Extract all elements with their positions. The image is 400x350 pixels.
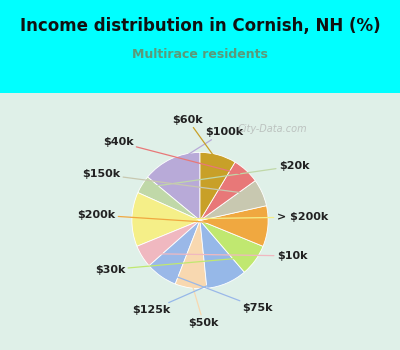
Text: $150k: $150k	[82, 169, 254, 195]
Text: $125k: $125k	[132, 279, 222, 315]
Text: Multirace residents: Multirace residents	[132, 48, 268, 61]
Wedge shape	[200, 206, 268, 246]
Text: $10k: $10k	[150, 251, 307, 261]
Text: City-Data.com: City-Data.com	[237, 125, 307, 134]
Text: $200k: $200k	[78, 210, 260, 226]
Wedge shape	[132, 193, 200, 246]
Text: $100k: $100k	[176, 127, 243, 162]
Wedge shape	[137, 220, 200, 266]
Wedge shape	[200, 162, 255, 220]
Text: $75k: $75k	[167, 273, 273, 313]
Text: $60k: $60k	[172, 115, 215, 158]
Text: $20k: $20k	[150, 161, 309, 187]
Wedge shape	[200, 181, 266, 220]
Text: $50k: $50k	[188, 285, 218, 328]
Wedge shape	[148, 152, 200, 220]
Text: Income distribution in Cornish, NH (%): Income distribution in Cornish, NH (%)	[20, 17, 380, 35]
Text: $30k: $30k	[95, 257, 248, 274]
Text: $40k: $40k	[103, 137, 240, 174]
Wedge shape	[200, 220, 263, 272]
Text: > $200k: > $200k	[140, 212, 328, 222]
Wedge shape	[149, 220, 200, 284]
Wedge shape	[200, 220, 244, 288]
Wedge shape	[175, 220, 207, 289]
Wedge shape	[200, 152, 235, 220]
Wedge shape	[138, 177, 200, 220]
